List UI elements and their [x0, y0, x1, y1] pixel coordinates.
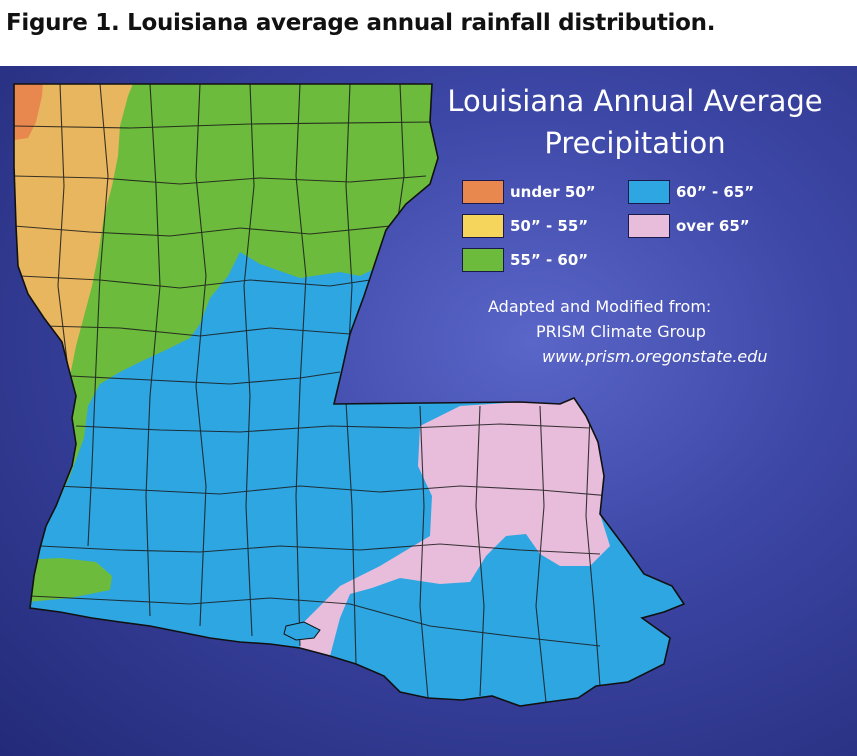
legend-swatch — [462, 214, 504, 238]
legend-label: 55” - 60” — [510, 251, 589, 269]
map-title-line1: Louisiana Annual Average — [447, 84, 823, 118]
map-panel: Louisiana Annual Average Precipitation u… — [0, 66, 857, 756]
source-credit: Adapted and Modified from: PRISM Climate… — [470, 294, 830, 369]
legend-item-50-55: 50” - 55” — [462, 214, 588, 238]
legend-label: over 65” — [676, 217, 750, 235]
legend-swatch — [628, 180, 670, 204]
source-line-2: PRISM Climate Group — [536, 322, 706, 341]
legend-item-60-65: 60” - 65” — [628, 180, 754, 204]
legend-item-55-60: 55” - 60” — [462, 248, 588, 272]
legend-item-over-65: over 65” — [628, 214, 750, 238]
legend-item-under-50: under 50” — [462, 180, 596, 204]
map-title-line2: Precipitation — [544, 126, 726, 160]
map-title: Louisiana Annual Average Precipitation — [420, 80, 850, 164]
region-under-50 — [14, 84, 44, 142]
region-55-60 — [14, 84, 440, 596]
legend-swatch — [462, 248, 504, 272]
louisiana-map — [13, 83, 686, 707]
figure-caption: Figure 1. Louisiana average annual rainf… — [6, 10, 716, 36]
legend-swatch — [628, 214, 670, 238]
region-over-65 — [300, 398, 684, 706]
legend-label: under 50” — [510, 183, 596, 201]
source-url: www.prism.oregonstate.edu — [542, 347, 768, 366]
louisiana-outline — [13, 83, 686, 707]
legend: under 50” 50” - 55” 55” - 60” 60” - 65” … — [462, 180, 842, 280]
legend-label: 60” - 65” — [676, 183, 755, 201]
legend-swatch — [462, 180, 504, 204]
source-line-1: Adapted and Modified from: — [488, 297, 712, 316]
legend-label: 50” - 55” — [510, 217, 589, 235]
marsh-island — [283, 621, 321, 641]
